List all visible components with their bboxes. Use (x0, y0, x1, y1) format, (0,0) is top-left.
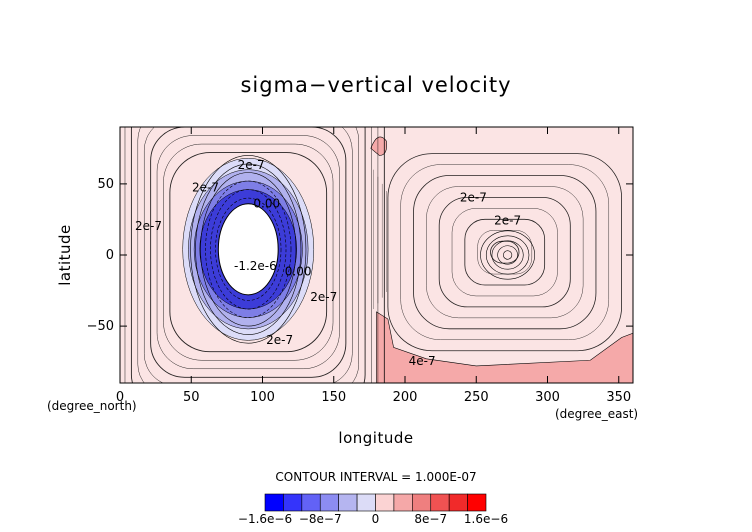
colorbar: −1.6e−6 −8e−7 0 8e−7 1.6e−6 (238, 493, 508, 526)
contour-line (400, 164, 610, 340)
contour-line (143, 127, 353, 383)
x-axis-label: longitude (338, 429, 413, 447)
colorbar-tick-label: 0 (372, 512, 380, 526)
y-tick-label: 0 (106, 248, 114, 263)
colorbar-tick-label: −8e−7 (299, 512, 342, 526)
contour-line (413, 175, 597, 330)
contour-line (205, 180, 292, 318)
contour-line (387, 153, 622, 352)
contour-label: 4e-7 (409, 354, 436, 368)
colorbar-tick-label: 1.6e−6 (464, 512, 508, 526)
x-axis-unit: (degree_east) (555, 407, 638, 421)
contour-line (497, 245, 518, 265)
contours-right (387, 153, 622, 352)
contour-label: 2e-7 (494, 213, 521, 227)
x-axis: 0 50 100 150 200 250 300 350 (116, 127, 631, 405)
plot-area: 2e-7 2e-7 2e-7 2e-7 2e-7 0.00 -1.2e-6 0.00 2e-7 2… (120, 127, 633, 383)
colorbar-swatch (467, 493, 487, 512)
colorbar-swatch (356, 493, 376, 512)
positive-region-north (370, 136, 387, 156)
contour-label: 2e-7 (266, 333, 293, 347)
chart-title: sigma−vertical velocity (240, 73, 511, 97)
contour-line (503, 250, 513, 260)
contour-label: 2e-7 (135, 219, 162, 233)
x-tick-label: 200 (393, 390, 418, 405)
contour-line (169, 152, 328, 353)
contour-line (426, 186, 584, 319)
contour-line (190, 155, 307, 344)
contour-line (156, 135, 340, 370)
contour-label: 2e-7 (192, 181, 219, 195)
contour-line (200, 172, 297, 327)
contour-line (150, 127, 347, 378)
x-tick-label: 300 (535, 390, 560, 405)
x-tick-label: 350 (606, 390, 631, 405)
y-axis: −50 0 50 (87, 177, 633, 334)
contour-line (491, 240, 524, 270)
contour-label: -1.2e-6 (234, 259, 277, 273)
x-tick-label: 250 (464, 390, 489, 405)
contour-line (137, 127, 359, 383)
colorbar-swatch (448, 493, 468, 512)
colorbar-swatch (283, 493, 303, 512)
x-tick-label: 0 (116, 390, 124, 405)
colorbar-swatch (430, 493, 450, 512)
contours-left (124, 127, 385, 383)
y-tick-label: −50 (87, 319, 114, 334)
contour-line (480, 230, 535, 280)
colorbar-swatch (301, 493, 321, 512)
colorbar-tick-label: 8e−7 (414, 512, 447, 526)
contour-line (163, 143, 334, 361)
x-tick-label: 50 (183, 390, 200, 405)
contour-line (485, 235, 530, 275)
colorbar-swatch (319, 493, 339, 512)
colorbar-swatch (393, 493, 413, 512)
contour-label: 2e-7 (238, 158, 265, 172)
contour-line (451, 208, 558, 297)
contour-label: 2e-7 (460, 191, 487, 205)
x-tick-label: 100 (250, 390, 275, 405)
colorbar-swatch (264, 493, 284, 512)
vortex-center (217, 203, 279, 296)
contour-label: 0.00 (253, 196, 280, 210)
colorbar-swatch (412, 493, 432, 512)
contour-line (464, 218, 546, 286)
contour-line (195, 163, 302, 335)
contour-label: 0.00 (285, 265, 312, 279)
contour-label: 2e-7 (310, 290, 337, 304)
y-tick-label: 50 (97, 177, 114, 192)
colorbar-swatch (375, 493, 395, 512)
contour-line (383, 127, 385, 383)
colorbar-tick-label: −1.6e−6 (238, 512, 292, 526)
y-axis-label: latitude (56, 224, 74, 286)
contour-line (124, 127, 372, 383)
contour-line (210, 189, 287, 310)
contour-line (215, 197, 282, 301)
contour-line (438, 196, 571, 308)
contour-interval-text: CONTOUR INTERVAL = 1.000E-07 (275, 470, 476, 484)
colorbar-swatch (338, 493, 358, 512)
contour-line (130, 127, 366, 383)
y-axis-unit: (degree_north) (47, 399, 137, 413)
positive-region-south (376, 311, 633, 383)
x-tick-label: 150 (321, 390, 346, 405)
